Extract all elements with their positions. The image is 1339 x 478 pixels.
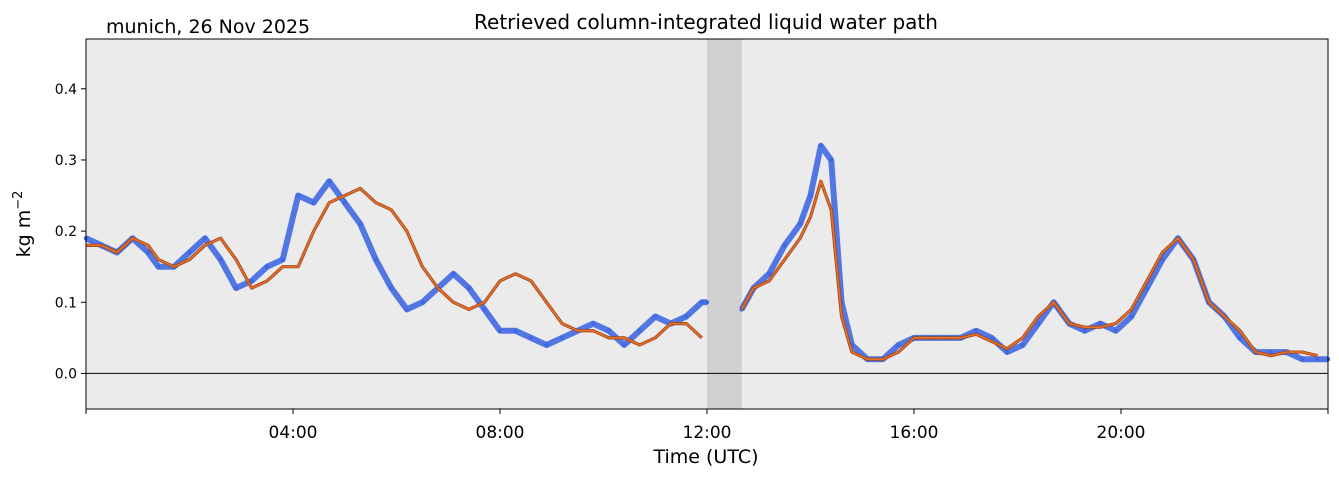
raw-point bbox=[358, 221, 363, 227]
raw-point bbox=[1315, 356, 1320, 362]
smoothed-line-1 bbox=[740, 180, 1318, 360]
raw-point bbox=[766, 271, 772, 277]
raw-point bbox=[653, 314, 658, 319]
raw-point bbox=[606, 328, 611, 333]
raw-point bbox=[622, 342, 627, 348]
raw-point bbox=[989, 335, 994, 341]
raw-point bbox=[156, 264, 161, 269]
raw-point bbox=[311, 200, 316, 205]
raw-point bbox=[1113, 328, 1119, 333]
raw-point bbox=[818, 143, 824, 148]
raw-point bbox=[497, 328, 503, 333]
raw-point bbox=[513, 328, 518, 333]
raw-point bbox=[590, 321, 596, 326]
chart-title: Retrieved column-integrated liquid water… bbox=[474, 10, 938, 34]
raw-point bbox=[1129, 314, 1134, 319]
raw-point bbox=[482, 307, 487, 312]
raw-point bbox=[1237, 335, 1243, 341]
raw-point bbox=[1268, 349, 1274, 355]
raw-point bbox=[280, 257, 285, 262]
raw-point bbox=[264, 264, 270, 269]
raw-point bbox=[829, 157, 834, 163]
raw-point bbox=[973, 328, 979, 333]
raw-point bbox=[1144, 285, 1150, 291]
raw-point bbox=[1299, 356, 1305, 362]
y-tick-label: 0.2 bbox=[55, 224, 77, 240]
raw-point bbox=[249, 278, 254, 284]
raw-point bbox=[528, 335, 534, 341]
raw-point bbox=[295, 193, 301, 198]
raw-point bbox=[373, 257, 378, 262]
raw-point bbox=[1082, 328, 1087, 333]
y-axis-label-exponent: −2 bbox=[11, 191, 26, 210]
raw-point bbox=[808, 193, 813, 198]
y-tick-label: 0.1 bbox=[55, 295, 77, 311]
raw-point bbox=[1004, 349, 1010, 355]
x-tick-label: 04:00 bbox=[269, 423, 318, 443]
smoothed-series bbox=[86, 179, 1319, 361]
raw-point bbox=[1098, 321, 1103, 326]
raw-point bbox=[389, 285, 394, 291]
y-tick-label: 0.0 bbox=[55, 366, 77, 382]
y-axis-label: kg m−2 bbox=[11, 191, 35, 258]
raw-point bbox=[327, 179, 332, 184]
x-tick-label: 08:00 bbox=[476, 423, 525, 443]
raw-series-band-0 bbox=[84, 178, 707, 348]
raw-point bbox=[451, 271, 456, 277]
y-axis-label-unit: kg m bbox=[13, 210, 35, 258]
raw-point bbox=[1160, 257, 1165, 262]
raw-point bbox=[782, 243, 787, 248]
raw-point bbox=[1020, 342, 1025, 348]
raw-point bbox=[342, 200, 347, 205]
raw-point bbox=[202, 236, 208, 241]
smoothed-line-0 bbox=[86, 187, 703, 346]
raw-point bbox=[420, 300, 425, 305]
site-date-label: munich, 26 Nov 2025 bbox=[106, 16, 310, 38]
y-tick-label: 0.3 bbox=[55, 153, 77, 169]
raw-point bbox=[145, 250, 151, 255]
x-tick-label: 20:00 bbox=[1097, 423, 1146, 443]
y-axis-ticks: 0.0 0.1 0.2 0.3 0.4 bbox=[55, 82, 86, 382]
raw-point bbox=[187, 250, 192, 255]
raw-point bbox=[637, 328, 642, 333]
raw-point bbox=[797, 221, 803, 227]
x-axis-ticks: 04:00 08:00 12:00 16:00 20:00 bbox=[85, 409, 1329, 443]
raw-point bbox=[559, 335, 565, 341]
raw-point bbox=[699, 300, 705, 305]
raw-point bbox=[218, 257, 223, 262]
raw-point bbox=[704, 300, 710, 305]
x-tick-label: 16:00 bbox=[890, 423, 939, 443]
y-tick-label: 0.4 bbox=[55, 82, 77, 98]
raw-point bbox=[466, 285, 472, 291]
x-tick-label: 12:00 bbox=[683, 423, 732, 443]
raw-point bbox=[896, 342, 901, 348]
shaded-interval bbox=[707, 39, 742, 409]
raw-point bbox=[684, 314, 689, 319]
x-axis-label: Time (UTC) bbox=[652, 446, 758, 468]
raw-point bbox=[1036, 321, 1041, 326]
raw-point bbox=[544, 342, 549, 348]
raw-point bbox=[233, 285, 239, 291]
raw-point bbox=[404, 307, 410, 312]
